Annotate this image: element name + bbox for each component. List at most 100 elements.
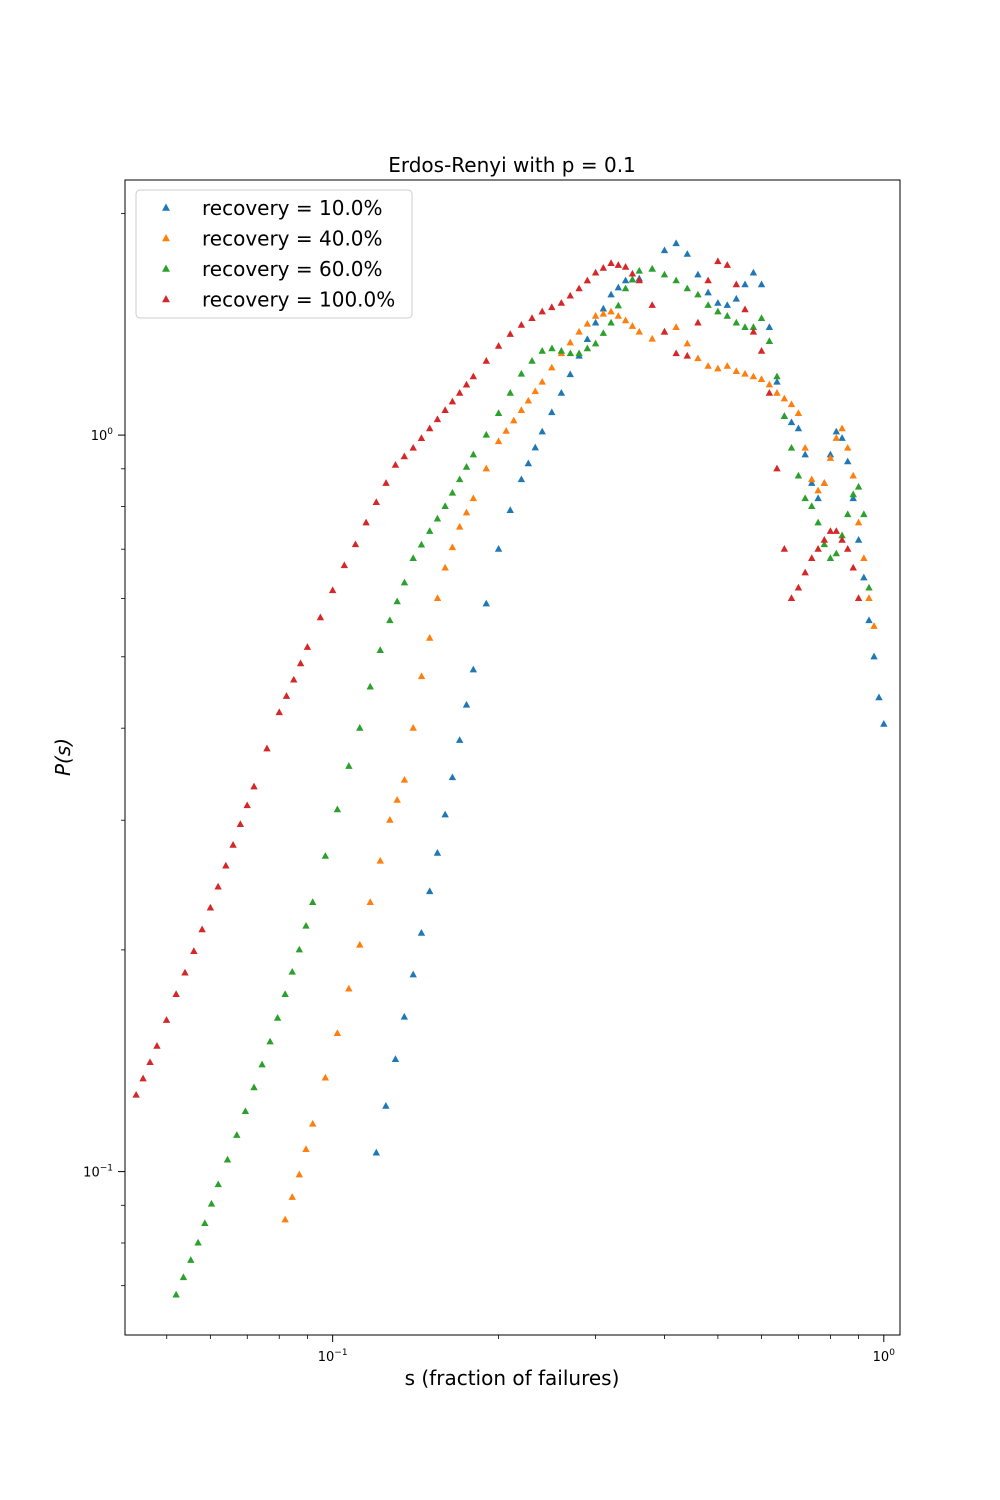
data-point (704, 362, 712, 369)
data-point (808, 554, 816, 561)
data-point (517, 369, 526, 377)
data-point (557, 388, 566, 396)
data-point (621, 276, 630, 284)
y-tick-exp: −1 (100, 1164, 113, 1174)
data-point (441, 406, 449, 413)
data-point (801, 443, 809, 451)
data-point (469, 372, 478, 380)
data-point (187, 1256, 195, 1263)
data-point (494, 437, 503, 445)
data-point (263, 744, 271, 752)
data-point (583, 344, 592, 352)
legend-entry: recovery = 60.0% (162, 257, 383, 281)
data-point (433, 849, 442, 856)
data-point (340, 561, 349, 569)
data-point (386, 815, 394, 823)
data-point (814, 544, 822, 552)
x-tick-label: 10−1 (318, 1348, 348, 1365)
data-point (462, 700, 471, 708)
data-point (441, 563, 449, 571)
data-point (275, 708, 283, 716)
data-point (469, 665, 478, 673)
data-point (376, 856, 384, 864)
data-point (635, 327, 643, 335)
data-point (295, 945, 304, 953)
data-point (741, 369, 749, 377)
data-point (787, 443, 796, 451)
plot-frame (124, 179, 901, 1336)
data-point (648, 334, 656, 342)
legend-marker (162, 264, 170, 272)
data-point (266, 1037, 274, 1045)
data-point (400, 1012, 409, 1020)
data-point (366, 898, 374, 905)
legend-marker (162, 203, 170, 211)
data-point (517, 475, 526, 483)
data-point (714, 299, 722, 306)
data-point (303, 643, 312, 650)
data-point (441, 810, 449, 818)
data-point (880, 720, 888, 727)
data-point (614, 283, 623, 291)
data-point (826, 450, 835, 458)
data-point (801, 450, 809, 458)
x-tick-exp: 0 (889, 1348, 895, 1358)
data-point (694, 318, 702, 326)
data-point (433, 415, 442, 423)
data-point (302, 921, 310, 929)
legend-entry: recovery = 100.0% (162, 288, 395, 312)
data-point (648, 301, 656, 308)
data-point (281, 1215, 289, 1223)
data-point (780, 394, 789, 402)
data-point (635, 276, 643, 284)
data-point (794, 409, 803, 416)
data-point (583, 276, 592, 284)
data-point (660, 246, 669, 254)
data-point (860, 510, 868, 518)
data-point (448, 488, 457, 496)
data-point (376, 646, 384, 653)
data-point (201, 1219, 209, 1227)
data-point (433, 594, 442, 602)
data-point (838, 424, 846, 432)
data-point (557, 346, 566, 354)
data-point (749, 268, 758, 276)
data-point (591, 268, 600, 276)
data-point (614, 312, 623, 319)
data-point (808, 475, 816, 483)
data-point (506, 506, 514, 514)
data-point (494, 409, 503, 416)
data-point (749, 327, 758, 335)
data-point (732, 318, 741, 326)
data-point (780, 544, 789, 552)
data-marks (132, 239, 888, 1298)
data-point (826, 527, 835, 534)
data-point (566, 338, 574, 346)
y-tick-label: 10−1 (83, 1164, 113, 1181)
data-point (250, 782, 258, 790)
data-point (607, 307, 615, 315)
y-tick-exp: 0 (107, 427, 113, 437)
data-point (844, 510, 852, 518)
data-point (672, 276, 680, 284)
data-point (854, 518, 863, 526)
data-point (162, 1016, 171, 1023)
data-point (356, 940, 364, 948)
data-point (865, 616, 873, 624)
data-point (382, 1102, 390, 1109)
data-point (229, 841, 237, 848)
data-point (723, 312, 731, 319)
data-point (482, 430, 490, 438)
data-point (566, 349, 575, 357)
data-point (172, 1290, 180, 1298)
data-point (566, 291, 574, 299)
data-point (308, 898, 317, 905)
data-point (683, 284, 691, 292)
data-point (607, 290, 615, 298)
data-point (860, 554, 868, 561)
data-point (838, 434, 846, 441)
data-point (723, 301, 731, 308)
data-point (628, 322, 637, 329)
data-point (854, 535, 863, 543)
